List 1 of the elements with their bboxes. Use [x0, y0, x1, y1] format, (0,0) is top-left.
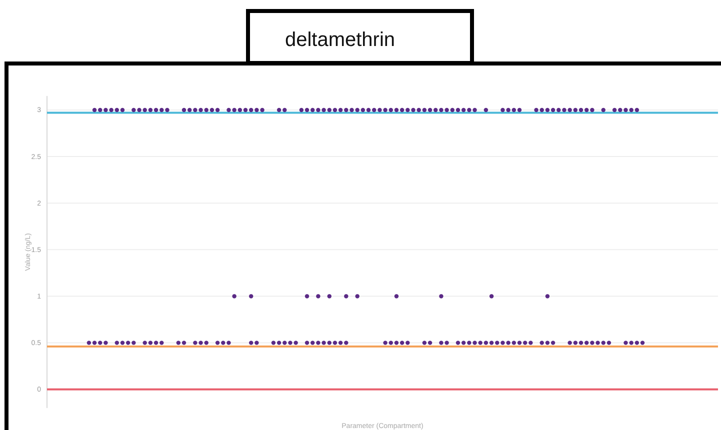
chart-title: deltamethrin	[284, 29, 396, 51]
